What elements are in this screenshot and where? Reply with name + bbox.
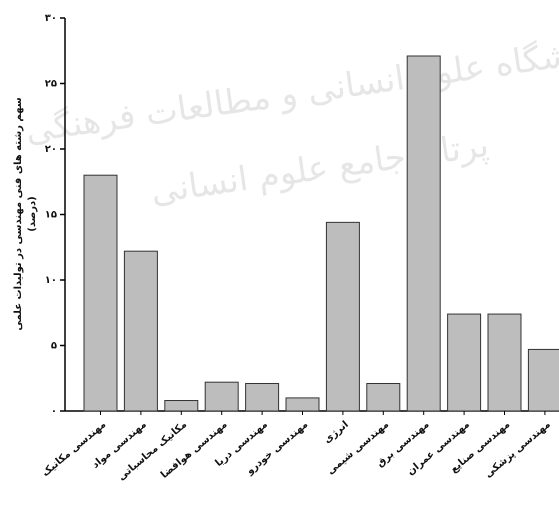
x-tick-label: مکانیک محاسباتی (116, 419, 189, 483)
bar (164, 400, 199, 412)
bar (366, 382, 401, 412)
bar (245, 382, 280, 412)
y-tick-label: ۳۰ (45, 13, 57, 24)
bar (527, 348, 559, 412)
y-tick-label: ۲۵ (45, 79, 57, 90)
y-tick-label: ۵ (51, 341, 57, 352)
y-axis-title-line: سهم رشته های فنی مهندسی در تولیدات علمی (13, 97, 24, 330)
y-axis-title-line: (درصد) (27, 196, 38, 231)
y-tick-label: ۲۰ (45, 144, 57, 155)
bar (83, 174, 118, 412)
bar (325, 221, 360, 412)
y-tick-label: ۰ (51, 406, 57, 417)
y-tick-label: ۱۰ (45, 275, 57, 286)
y-axis-title: سهم رشته های فنی مهندسی در تولیدات علمی … (13, 97, 38, 330)
bar (123, 250, 158, 412)
y-tick-label: ۱۵ (45, 210, 57, 221)
bar (204, 381, 239, 412)
bar (447, 313, 482, 412)
x-tick-label: انرژی (322, 419, 351, 446)
bar (285, 397, 320, 412)
bar (406, 55, 441, 412)
bar (487, 313, 522, 412)
